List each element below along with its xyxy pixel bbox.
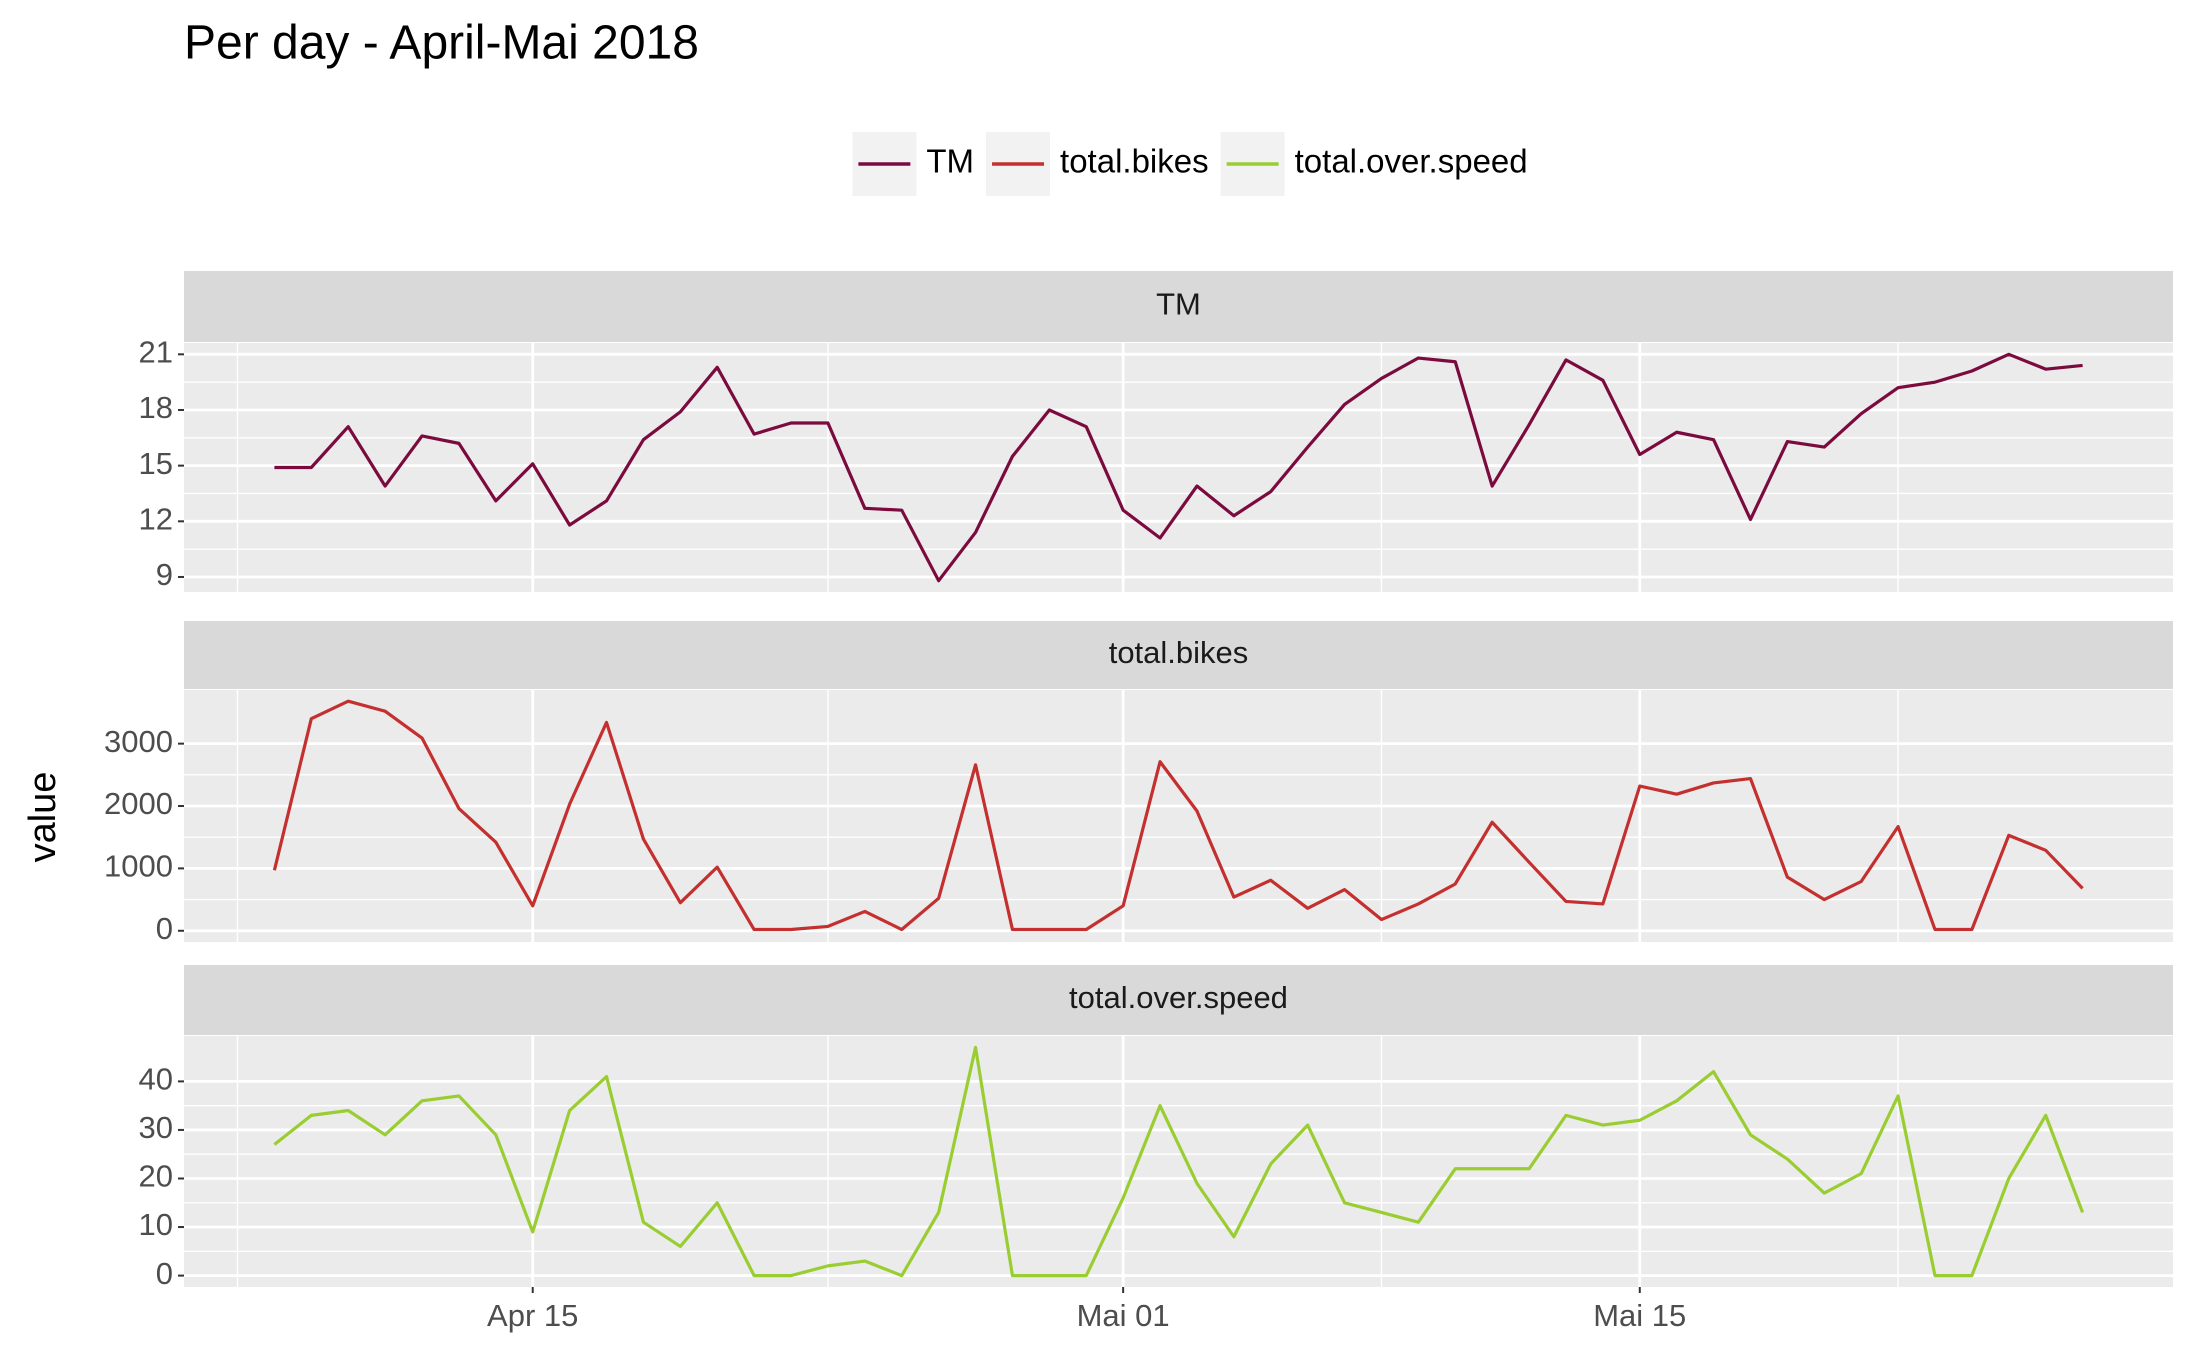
x-tick-label: Mai 01 — [1077, 1298, 1170, 1333]
data-line — [272, 699, 2084, 932]
strip-label: total.over.speed — [1069, 980, 1288, 1015]
y-tick-label: 15 — [139, 446, 173, 481]
y-tick-label: 20 — [139, 1159, 173, 1194]
y-tick-label: 0 — [156, 1256, 173, 1291]
x-tick-label: Mai 15 — [1593, 1298, 1686, 1333]
y-tick-label: 10 — [139, 1207, 173, 1242]
strip-label: total.bikes — [1109, 635, 1249, 670]
strip — [184, 271, 2173, 342]
y-tick-label: 30 — [139, 1110, 173, 1145]
strip-label: TM — [1156, 287, 1201, 322]
panel — [184, 690, 2173, 942]
legend-label: total.bikes — [1060, 143, 1209, 180]
y-tick-label: 12 — [139, 501, 173, 536]
legend-label: total.over.speed — [1295, 143, 1528, 180]
y-tick-label: 21 — [139, 335, 173, 370]
x-tick-label: Apr 15 — [487, 1298, 578, 1333]
y-tick-label: 3000 — [104, 724, 173, 759]
y-axis-label: value — [22, 772, 64, 863]
y-tick-label: 1000 — [104, 849, 173, 884]
data-line — [273, 1045, 2085, 1278]
y-tick-label: 2000 — [104, 786, 173, 821]
panel — [184, 1036, 2173, 1287]
strip — [184, 621, 2173, 689]
panel — [184, 343, 2173, 592]
chart-title: Per day - April-Mai 2018 — [184, 17, 699, 70]
y-tick-label: 40 — [139, 1062, 173, 1097]
data-line — [274, 352, 2083, 583]
y-tick-label: 0 — [156, 911, 173, 946]
strip — [184, 965, 2173, 1035]
y-tick-label: 9 — [156, 557, 173, 592]
y-tick-label: 18 — [139, 390, 173, 425]
legend-label: TM — [926, 143, 974, 180]
